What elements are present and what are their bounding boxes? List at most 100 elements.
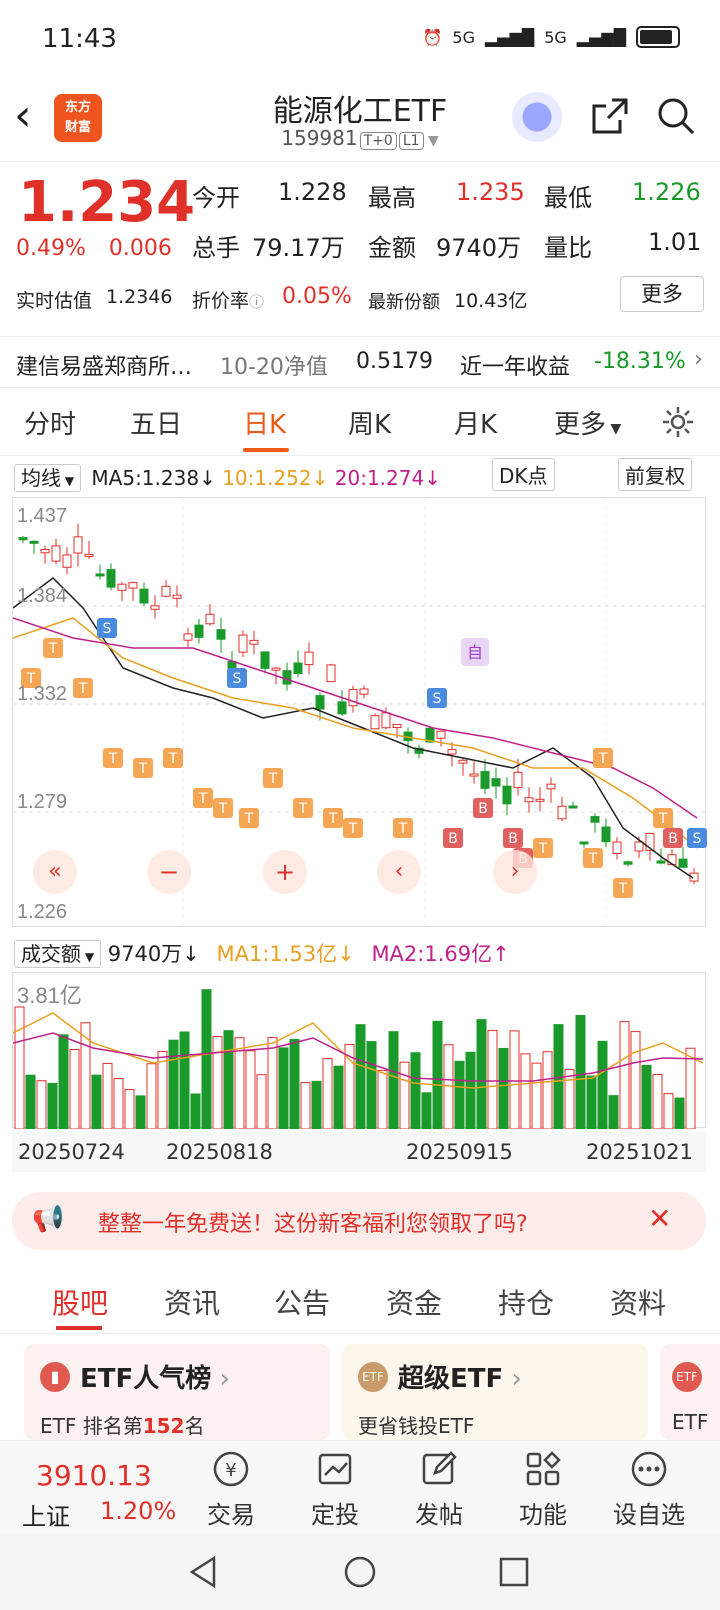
back-button[interactable]: ‹ bbox=[14, 90, 32, 141]
zoom-out-button[interactable]: − bbox=[147, 850, 191, 894]
dropdown-icon[interactable]: ▼ bbox=[423, 133, 439, 149]
index-name: 上证 bbox=[22, 1503, 70, 1531]
tab-announcements[interactable]: 公告 bbox=[274, 1287, 331, 1320]
more-button[interactable]: 更多 bbox=[620, 276, 704, 312]
date-label-4: 20251021 bbox=[586, 1140, 693, 1164]
system-nav-bar bbox=[0, 1534, 720, 1610]
tab-profile[interactable]: 资料 bbox=[610, 1287, 667, 1320]
volume-bar bbox=[597, 1040, 608, 1130]
function-button[interactable]: 功能 bbox=[498, 1449, 588, 1530]
volume-bar bbox=[102, 1062, 113, 1130]
tab-weekly-k[interactable]: 周K bbox=[348, 410, 392, 440]
add-watchlist-button[interactable]: 设自选 bbox=[604, 1449, 694, 1530]
super-etf-card[interactable]: ETF 超级ETF › 更省钱投ETF bbox=[342, 1344, 648, 1440]
trade-mark bbox=[343, 818, 363, 838]
signal-bars-icon: ▂▄▆█ bbox=[576, 27, 626, 47]
tab-more[interactable]: 更多 ▼ bbox=[554, 410, 622, 440]
candle bbox=[183, 633, 193, 641]
low-value: 1.226 bbox=[632, 178, 701, 206]
tab-news[interactable]: 资讯 bbox=[164, 1287, 221, 1320]
search-icon[interactable] bbox=[656, 96, 696, 136]
ai-assistant-icon[interactable] bbox=[512, 92, 562, 142]
scroll-left-button[interactable]: ‹ bbox=[377, 850, 421, 894]
volume-chart[interactable]: 3.81亿 bbox=[12, 972, 706, 1130]
trade-mark bbox=[503, 828, 523, 848]
post-button[interactable]: 发帖 bbox=[394, 1449, 484, 1530]
dk-point-button[interactable]: DK点 bbox=[492, 458, 555, 491]
price-change: 0.49% 0.006 bbox=[16, 236, 172, 261]
share-icon[interactable] bbox=[590, 96, 630, 136]
volume-bar bbox=[520, 1053, 531, 1130]
candle bbox=[29, 540, 39, 544]
axis-label-1: 1.437 bbox=[17, 505, 67, 527]
candle bbox=[458, 759, 468, 764]
trade-mark-label: T bbox=[538, 841, 548, 857]
signal-icon-1: 5G bbox=[452, 27, 475, 47]
current-price: 1.234 bbox=[18, 170, 196, 235]
fund-nav-row[interactable]: 建信易盛郑商所… 10-20净值 0.5179 近一年收益 -18.31% › bbox=[0, 336, 720, 388]
candle bbox=[392, 723, 402, 729]
info-icon[interactable]: ⓘ bbox=[249, 293, 265, 311]
candle bbox=[128, 582, 138, 589]
trade-mark-label: T bbox=[328, 811, 338, 827]
etf-card-partial[interactable]: ETF ETF bbox=[660, 1344, 720, 1440]
adjust-button[interactable]: 前复权 bbox=[618, 458, 692, 491]
candle bbox=[623, 861, 633, 865]
volume-bar bbox=[399, 1061, 410, 1130]
volume-bar bbox=[146, 1063, 157, 1130]
candle bbox=[612, 841, 622, 855]
tab-five-day[interactable]: 五日 bbox=[130, 410, 183, 440]
etf-popularity-card[interactable]: ▮ ETF人气榜 › ETF 排名第152名 bbox=[24, 1344, 330, 1440]
volume-bar bbox=[25, 1074, 36, 1130]
low-label: 最低 bbox=[544, 184, 592, 212]
trade-mark-label: S bbox=[103, 621, 112, 637]
volume-bar bbox=[14, 1006, 25, 1130]
candle bbox=[326, 664, 336, 683]
trade-icon: ¥ bbox=[213, 1451, 249, 1487]
volume-bar bbox=[80, 1022, 91, 1130]
nav-back-icon[interactable] bbox=[186, 1554, 222, 1590]
settings-gear-icon[interactable] bbox=[660, 404, 696, 440]
nav-recents-icon[interactable] bbox=[496, 1554, 532, 1590]
fixed-invest-button[interactable]: 定投 bbox=[290, 1449, 380, 1530]
trade-mark bbox=[687, 828, 707, 848]
candle bbox=[491, 778, 501, 787]
close-icon[interactable]: ✕ bbox=[648, 1202, 672, 1235]
trade-mark-label: T bbox=[108, 751, 118, 767]
trade-mark-label: B bbox=[508, 831, 518, 847]
volume-bar bbox=[289, 1039, 300, 1130]
tab-guba[interactable]: 股吧 bbox=[52, 1287, 109, 1320]
axis-label-5: 1.226 bbox=[17, 901, 67, 923]
scroll-left-fast-button[interactable]: « bbox=[33, 850, 77, 894]
date-label-1: 20250724 bbox=[18, 1140, 125, 1164]
discount-label: 折价率ⓘ bbox=[192, 290, 265, 312]
scroll-right-button[interactable]: › bbox=[493, 850, 537, 894]
high-label: 最高 bbox=[368, 184, 416, 212]
volume-svg: 3.81亿 bbox=[12, 983, 704, 1130]
card-title: ETF人气榜 › bbox=[80, 1364, 230, 1394]
volume-bar bbox=[366, 1041, 377, 1130]
candle bbox=[634, 841, 644, 852]
tab-intraday[interactable]: 分时 bbox=[24, 410, 77, 440]
nav-home-icon[interactable] bbox=[342, 1554, 378, 1590]
zoom-in-button[interactable]: + bbox=[263, 850, 307, 894]
volume-bar bbox=[663, 1093, 674, 1130]
index-value[interactable]: 3910.13 bbox=[36, 1459, 152, 1492]
promo-banner[interactable]: 📢 整整一年免费送！这份新客福利您领取了吗? ✕ bbox=[12, 1192, 706, 1250]
candle bbox=[51, 545, 61, 562]
volume-select[interactable]: 成交额 ▼ bbox=[14, 940, 102, 968]
volume-bar bbox=[377, 1069, 388, 1130]
tab-monthly-k[interactable]: 月K bbox=[454, 410, 498, 440]
app-logo[interactable]: 东方 财富 bbox=[54, 94, 102, 142]
trade-mark-label: T bbox=[398, 821, 408, 837]
trade-button[interactable]: ¥ 交易 bbox=[186, 1449, 276, 1530]
tab-daily-k[interactable]: 日K bbox=[243, 410, 287, 440]
tab-holdings[interactable]: 持仓 bbox=[498, 1287, 555, 1320]
ma-select[interactable]: 均线 ▼ bbox=[14, 464, 82, 492]
volume-bar bbox=[619, 1021, 630, 1130]
index-percent: 1.20% bbox=[100, 1497, 177, 1525]
change-value: 0.006 bbox=[108, 236, 172, 261]
card-subtitle: ETF bbox=[672, 1410, 709, 1434]
tab-funds[interactable]: 资金 bbox=[386, 1287, 443, 1320]
kline-chart[interactable]: TTTTTTTTTTTTTTBBBBTTTTTBSSSS自 1.437 1.38… bbox=[12, 497, 707, 928]
